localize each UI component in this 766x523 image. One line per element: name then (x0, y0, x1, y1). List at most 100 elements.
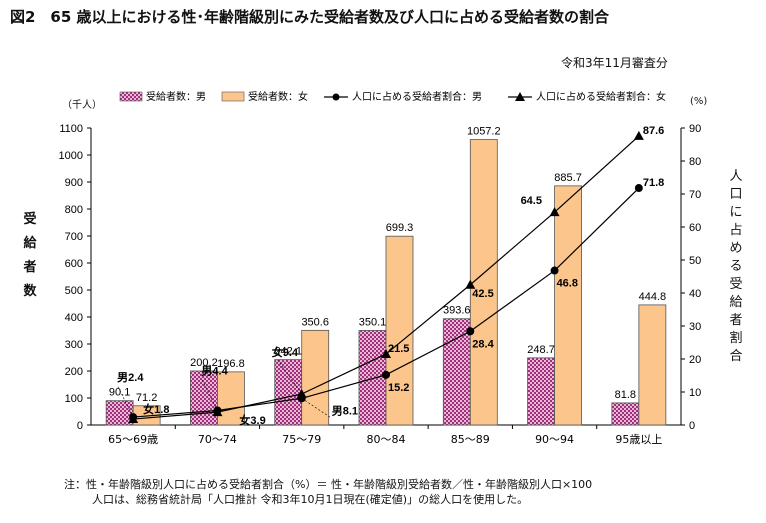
ratio-male-label: 28.4 (472, 338, 494, 350)
ratio-point-male (634, 184, 643, 193)
bar-male (442, 318, 471, 426)
left-tick-label: 500 (65, 285, 83, 297)
bar-male-label: 81.8 (615, 389, 636, 401)
x-tick-label: 95歳以上 (615, 433, 662, 446)
bar-female (638, 304, 667, 426)
ratio-point-female (212, 407, 223, 417)
left-tick-label: 1000 (59, 150, 83, 162)
x-tick-label: 90～94 (535, 433, 574, 446)
bar-male-label: 393.6 (443, 305, 471, 317)
ratio-male-leader (201, 378, 218, 411)
bar-female-label: 444.8 (639, 291, 667, 303)
ratio-point-female (128, 414, 139, 424)
right-tick-label: 10 (689, 387, 701, 399)
right-axis-unit: (%) (690, 96, 708, 107)
x-tick-label: 75～79 (282, 433, 321, 446)
legend: 受給者数：男 受給者数：女 人口に占める受給者割合：男 人口に占める受給者割合：女 (119, 90, 666, 103)
left-tick-label: 800 (65, 204, 83, 216)
bar-male (611, 402, 640, 426)
legend-marker-male (332, 93, 340, 101)
ratio-point-female (633, 130, 644, 140)
ratio-point-male (550, 266, 559, 275)
bar-male (105, 400, 134, 426)
bar-female-label: 1057.2 (467, 126, 501, 138)
bar-female-label: 196.8 (217, 358, 245, 370)
bar-male (358, 330, 387, 426)
chart-title: 図2 65 歳以上における性･年齢階級別にみた受給者数及び人口に占める受給者数の… (10, 8, 610, 26)
ratio-female-label: 女1.8 (143, 402, 169, 416)
axes: 0 100 200 300 400 500 600 700 800 900 1000 1100 0 10 2… (59, 123, 702, 446)
left-tick-label: 0 (77, 420, 83, 432)
ratio-female-label: 21.5 (388, 343, 409, 355)
bar-male (527, 357, 555, 426)
ratio-point-male (382, 370, 390, 379)
bar-female (554, 185, 582, 426)
right-tick-label: 70 (689, 189, 701, 201)
bar-female-label: 699.3 (386, 222, 414, 234)
left-tick-label: 700 (65, 231, 83, 243)
ratio-male-label: 男8.1 (332, 404, 358, 417)
left-tick-label: 1100 (59, 123, 83, 135)
right-tick-label: 50 (689, 255, 701, 267)
bar-male (274, 359, 303, 426)
right-tick-label: 40 (689, 288, 701, 300)
bar-male-label: 248.7 (527, 344, 555, 356)
x-tick-label: 70～74 (198, 433, 237, 446)
left-tick-label: 200 (65, 366, 83, 378)
chart-subtitle: 令和3年11月審査分 (561, 56, 668, 70)
ratio-female-label: 42.5 (472, 288, 493, 300)
bar-male-label: 200.2 (190, 357, 218, 369)
x-tick-label: 80～84 (367, 433, 406, 446)
ratio-point-female (549, 207, 560, 217)
ratio-male-label: 71.8 (643, 177, 664, 189)
legend-label-female-bar: 受給者数：女 (248, 90, 308, 103)
right-tick-label: 60 (689, 222, 701, 234)
footnote-2: 人口は、総務省統計局「人口推計 令和3年10月1日現在(確定値)」の総人口を使用… (92, 493, 529, 506)
x-tick-label: 65～69歳 (108, 433, 158, 446)
ratio-female-label: 87.6 (643, 125, 664, 137)
legend-label-male-bar: 受給者数：男 (146, 90, 206, 103)
right-tick-label: 0 (689, 420, 695, 432)
bar-female-label: 350.6 (301, 316, 329, 328)
right-tick-label: 30 (689, 321, 701, 333)
ratio-male-label: 男2.4 (117, 371, 144, 384)
ratio-male-leader (116, 384, 134, 418)
ratio-male-label: 男4.4 (201, 364, 228, 377)
bar-male-label: 350.1 (359, 316, 387, 328)
bar-male-label: 90.1 (109, 387, 130, 399)
bar-female-label: 71.2 (136, 392, 157, 404)
ratio-female-label: 女3.9 (239, 413, 265, 427)
left-tick-label: 600 (65, 258, 83, 270)
right-axis-label: 人口に占める受給者割合 (729, 169, 743, 364)
legend-swatch-female-bar (221, 91, 245, 102)
bar-male-label: 242.1 (274, 346, 302, 358)
right-tick-label: 90 (689, 123, 701, 135)
left-tick-label: 300 (65, 339, 83, 351)
left-tick-label: 900 (65, 177, 83, 189)
right-tick-label: 80 (689, 156, 701, 168)
legend-marker-female (515, 92, 525, 101)
bar-female-label: 885.7 (554, 172, 582, 184)
left-axis-label: 受給者数 (23, 212, 37, 299)
ratio-point-male (466, 327, 475, 336)
ratio-female-label: 64.5 (521, 195, 542, 207)
ratio-point-female (381, 349, 391, 359)
ratio-male-label: 46.8 (557, 278, 578, 290)
legend-swatch-male-bar (119, 91, 143, 102)
ratio-point-female (465, 279, 476, 289)
bar-male (190, 370, 218, 426)
data-labels: 90.1 200.2 242.1 350.1 393.6 248.7 81.8 71.2 196… (109, 125, 666, 427)
x-tick-label: 85～89 (451, 433, 490, 446)
right-tick-label: 20 (689, 354, 701, 366)
legend-label-male-line: 人口に占める受給者割合：男 (352, 90, 482, 103)
footnote-1: 注：性・年齢階級別人口に占める受給者割合（%）＝ 性・年齢階級別受給者数／性・年… (64, 478, 593, 491)
bar-female (217, 371, 245, 426)
bar-female (469, 139, 498, 426)
ratio-female-leader (277, 359, 302, 395)
left-tick-label: 400 (65, 312, 83, 324)
ratio-female-label: 女9.4 (272, 345, 299, 359)
bar-female (385, 235, 414, 426)
left-axis-unit: （千人） (62, 100, 102, 111)
ratio-male-label: 15.2 (388, 382, 409, 394)
